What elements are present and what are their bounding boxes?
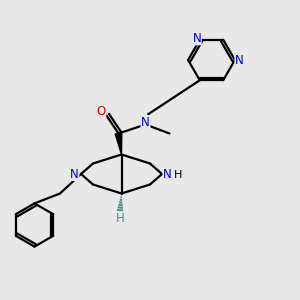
- Text: H: H: [173, 170, 182, 180]
- Polygon shape: [115, 133, 122, 154]
- Text: O: O: [97, 105, 106, 119]
- Text: N: N: [235, 53, 244, 67]
- Text: N: N: [70, 167, 79, 181]
- Text: N: N: [192, 32, 201, 45]
- Text: H: H: [116, 212, 124, 225]
- Text: N: N: [163, 167, 172, 181]
- Text: N: N: [141, 116, 150, 129]
